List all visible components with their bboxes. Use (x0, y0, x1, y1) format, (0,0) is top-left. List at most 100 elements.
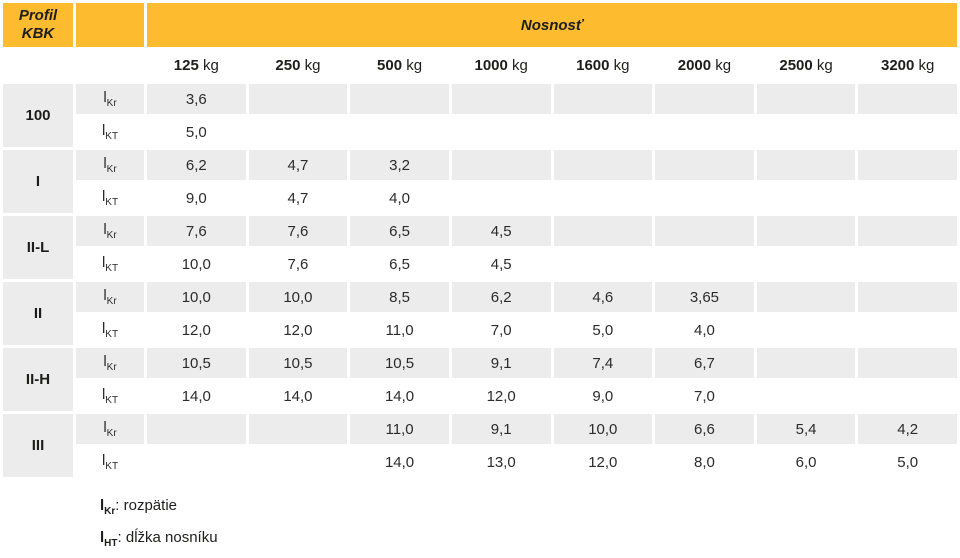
value-cell: 9,0 (592, 387, 614, 405)
value-cell: 7,6 (248, 216, 348, 246)
row-label-base: l (101, 320, 106, 337)
legend-symbol: l (100, 529, 105, 546)
value-cell (655, 150, 754, 180)
column-header-2000: 2000 kg (655, 50, 754, 81)
value-cell (858, 282, 957, 312)
column-unit: kg (715, 57, 732, 74)
row-label-kt: lKT (76, 315, 144, 345)
value-cell (858, 348, 957, 378)
value-cell (655, 117, 754, 147)
row-label-kr: lKr (76, 216, 144, 246)
value-cell (756, 282, 856, 312)
value-cell (756, 150, 856, 180)
value-cell (350, 117, 449, 147)
value-cell: 4,5 (451, 216, 551, 246)
row-label-sub: Kr (106, 362, 117, 373)
value-cell (248, 414, 348, 444)
column-unit: kg (512, 57, 528, 74)
row-label-base: l (103, 155, 107, 172)
column-unit: kg (406, 57, 423, 74)
value-cell: 10,5 (147, 348, 246, 378)
value-cell: 6,5 (389, 255, 410, 273)
value-cell (249, 117, 348, 147)
value-cell: 4,2 (858, 414, 957, 444)
value-cell (757, 315, 856, 345)
table-row-kt: lKT 9,0 4,7 4,0 (3, 183, 957, 213)
profile-cell-II-H: II-H (3, 348, 73, 411)
table-row-kr: II-L lKr 7,6 7,6 6,5 4,5 (3, 216, 957, 279)
legend-symbol-sub: Kr (104, 506, 116, 517)
column-value: 500 (377, 57, 403, 74)
row-label-kt: lKT (76, 381, 144, 411)
value-cell (553, 150, 653, 180)
value-cell (248, 84, 348, 114)
value-cell (147, 447, 246, 477)
table-row-kt: lKT 14,0 13,0 12,0 8,0 6,0 5,0 (3, 447, 957, 477)
column-header-1600: 1600 kg (554, 50, 653, 81)
units-spacer-2 (76, 50, 144, 81)
legend-item-ht: lHT: dĺžka nosníku (100, 525, 960, 557)
row-label-kt: lKT (76, 249, 144, 279)
table-row-kt: lKT 10,0 7,6 6,5 4,5 (3, 249, 957, 279)
row-label-base: l (103, 221, 107, 238)
value-cell (858, 117, 957, 147)
value-cell (451, 150, 551, 180)
column-value: 3200 (880, 57, 915, 74)
value-cell (858, 183, 957, 213)
value-cell: 7,4 (553, 348, 653, 378)
column-header-2500: 2500 kg (757, 50, 856, 81)
value-cell (756, 84, 856, 114)
value-cell: 12,0 (486, 387, 516, 405)
row-label-sub: KT (105, 329, 119, 340)
value-cell (452, 117, 551, 147)
value-cell: 12,0 (283, 321, 313, 339)
row-label-base: l (101, 386, 106, 403)
column-header-250: 250 kg (249, 50, 348, 81)
row-label-sub: Kr (106, 296, 117, 307)
row-label-base: l (101, 254, 106, 271)
row-label-base: l (103, 419, 107, 436)
value-cell: 14,0 (384, 453, 415, 471)
units-row: 125 kg 250 kg 500 kg 1000 kg 1600 kg 200… (3, 50, 957, 81)
value-cell: 8,5 (350, 282, 449, 312)
value-cell: 6,2 (451, 282, 551, 312)
value-cell: 3,6 (147, 84, 246, 114)
profile-cell-II: II (3, 282, 73, 345)
capacity-header-cell: Nosnosť (147, 3, 957, 47)
value-cell: 4,7 (248, 150, 348, 180)
value-cell: 11,0 (385, 321, 414, 339)
profile-cell-III: III (3, 414, 73, 477)
value-cell: 9,1 (451, 414, 551, 444)
value-cell (655, 249, 754, 279)
row-label-kt: lKT (76, 117, 144, 147)
value-cell (858, 150, 957, 180)
value-cell: 5,0 (897, 453, 919, 471)
value-cell: 7,0 (490, 321, 512, 339)
value-cell (249, 447, 348, 477)
table-row-kt: lKT 14,0 14,0 14,0 12,0 9,0 7,0 (3, 381, 957, 411)
value-cell: 12,0 (181, 321, 211, 339)
row-label-sub: Kr (106, 428, 117, 439)
value-cell (858, 84, 957, 114)
value-cell (655, 183, 754, 213)
value-cell (553, 216, 653, 246)
table-row-kr: II-H lKr 10,5 10,5 10,5 9,1 7,4 6,7 (3, 348, 957, 411)
value-cell: 11,0 (350, 414, 449, 444)
value-cell (858, 249, 957, 279)
column-unit: kg (613, 57, 630, 74)
value-cell (350, 84, 449, 114)
row-label-sub: KT (105, 395, 119, 406)
value-cell: 13,0 (486, 453, 516, 471)
column-unit: kg (918, 57, 935, 74)
value-cell: 7,6 (287, 255, 309, 273)
value-cell: 10,5 (350, 348, 449, 378)
column-value: 1600 (576, 57, 610, 74)
value-cell: 12,0 (588, 453, 618, 471)
column-header-1000: 1000 kg (452, 50, 551, 81)
row-label-sub: Kr (106, 164, 117, 175)
row-label-base: l (101, 188, 106, 205)
column-header-500: 500 kg (350, 50, 449, 81)
value-cell (757, 381, 856, 411)
row-label-base: l (103, 287, 107, 304)
